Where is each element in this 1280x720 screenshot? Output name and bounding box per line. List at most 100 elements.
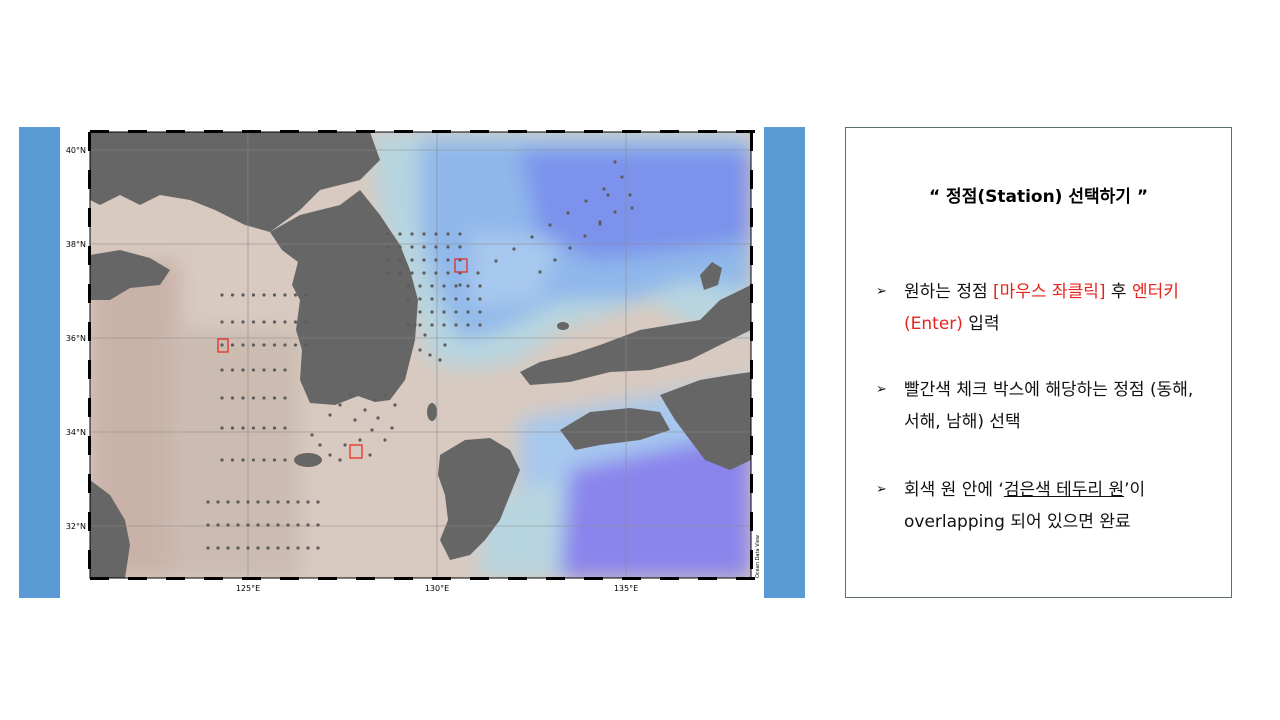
station-dot[interactable]	[512, 247, 516, 251]
station-dot[interactable]	[236, 546, 240, 550]
station-dot[interactable]	[446, 245, 450, 249]
station-dot[interactable]	[241, 396, 245, 400]
station-dot[interactable]	[370, 428, 374, 432]
station-dot[interactable]	[226, 523, 230, 527]
station-dot[interactable]	[422, 245, 426, 249]
station-dot[interactable]	[478, 323, 482, 327]
station-dot[interactable]	[406, 297, 410, 301]
station-dot[interactable]	[348, 393, 352, 397]
station-dot[interactable]	[410, 258, 414, 262]
station-dot[interactable]	[406, 284, 410, 288]
station-dot[interactable]	[251, 458, 256, 462]
station-dot[interactable]	[386, 258, 390, 262]
station-dot[interactable]	[446, 271, 450, 275]
selection-box-west-sea[interactable]	[217, 338, 229, 353]
station-dot[interactable]	[428, 353, 432, 357]
station-dot[interactable]	[454, 310, 458, 314]
station-dot[interactable]	[383, 393, 387, 397]
station-dot[interactable]	[454, 323, 458, 327]
station-dot[interactable]	[262, 426, 266, 430]
station-dot[interactable]	[442, 284, 446, 288]
station-dot[interactable]	[293, 320, 298, 324]
station-dot[interactable]	[304, 343, 308, 347]
station-dot[interactable]	[434, 245, 438, 249]
station-dot[interactable]	[438, 358, 442, 362]
station-dot[interactable]	[220, 293, 224, 297]
station-dot[interactable]	[548, 223, 552, 227]
station-dot[interactable]	[466, 297, 470, 301]
station-dot[interactable]	[256, 546, 260, 550]
station-dot[interactable]	[251, 293, 256, 297]
station-dot[interactable]	[406, 310, 410, 314]
station-dot[interactable]	[216, 500, 220, 504]
station-dot[interactable]	[606, 193, 610, 197]
station-dot[interactable]	[410, 271, 414, 275]
station-dot[interactable]	[398, 271, 402, 275]
station-dot[interactable]	[276, 546, 280, 550]
station-dot[interactable]	[430, 323, 434, 327]
station-dot[interactable]	[434, 232, 438, 236]
station-layer[interactable]	[206, 160, 634, 550]
station-dot[interactable]	[230, 458, 235, 462]
station-dot[interactable]	[530, 235, 534, 239]
station-dot[interactable]	[220, 343, 224, 347]
station-dot[interactable]	[230, 293, 235, 297]
station-dot[interactable]	[628, 193, 632, 197]
station-dot[interactable]	[251, 396, 256, 400]
station-dot[interactable]	[476, 271, 480, 275]
selection-box-east-sea[interactable]	[454, 258, 468, 273]
station-dot[interactable]	[338, 458, 342, 462]
station-dot[interactable]	[458, 283, 462, 287]
station-dot[interactable]	[296, 500, 300, 504]
station-dot[interactable]	[478, 297, 482, 301]
station-dot[interactable]	[553, 258, 557, 262]
station-dot[interactable]	[262, 320, 266, 324]
station-dot[interactable]	[328, 453, 332, 457]
selection-box-south-sea[interactable]	[349, 444, 363, 459]
station-dot[interactable]	[406, 323, 410, 327]
station-dot[interactable]	[226, 500, 230, 504]
station-dot[interactable]	[272, 293, 277, 297]
station-dot[interactable]	[220, 396, 224, 400]
station-dot[interactable]	[306, 546, 310, 550]
station-dot[interactable]	[286, 500, 290, 504]
station-dot[interactable]	[478, 284, 482, 288]
station-dot[interactable]	[430, 310, 434, 314]
station-dot[interactable]	[613, 210, 617, 214]
station-dot[interactable]	[272, 320, 277, 324]
station-dot[interactable]	[272, 368, 277, 372]
station-dot[interactable]	[398, 245, 402, 249]
station-dot[interactable]	[383, 438, 387, 442]
station-dot[interactable]	[283, 396, 287, 400]
station-dot[interactable]	[368, 453, 372, 457]
station-dot[interactable]	[286, 546, 290, 550]
station-dot[interactable]	[598, 220, 602, 224]
station-dot[interactable]	[262, 343, 266, 347]
station-dot[interactable]	[316, 546, 320, 550]
station-dot[interactable]	[353, 418, 357, 422]
station-dot[interactable]	[446, 258, 450, 262]
station-dot[interactable]	[286, 523, 290, 527]
station-dot[interactable]	[386, 271, 390, 275]
station-dot[interactable]	[363, 408, 367, 412]
station-dot[interactable]	[434, 271, 438, 275]
station-dot[interactable]	[220, 458, 224, 462]
station-dot[interactable]	[283, 343, 287, 347]
station-dot[interactable]	[276, 500, 280, 504]
station-dot[interactable]	[478, 310, 482, 314]
station-dot[interactable]	[296, 546, 300, 550]
station-dot[interactable]	[418, 310, 422, 314]
station-dot[interactable]	[318, 443, 322, 447]
station-dot[interactable]	[241, 426, 245, 430]
station-dot[interactable]	[466, 323, 470, 327]
station-dot[interactable]	[246, 523, 250, 527]
station-dot[interactable]	[272, 426, 277, 430]
station-dot[interactable]	[442, 323, 446, 327]
station-dot[interactable]	[316, 523, 320, 527]
station-dot[interactable]	[283, 458, 287, 462]
station-dot[interactable]	[230, 343, 235, 347]
station-dot[interactable]	[583, 234, 587, 238]
station-dot[interactable]	[266, 546, 270, 550]
station-dot[interactable]	[434, 258, 438, 262]
station-dot[interactable]	[316, 500, 320, 504]
